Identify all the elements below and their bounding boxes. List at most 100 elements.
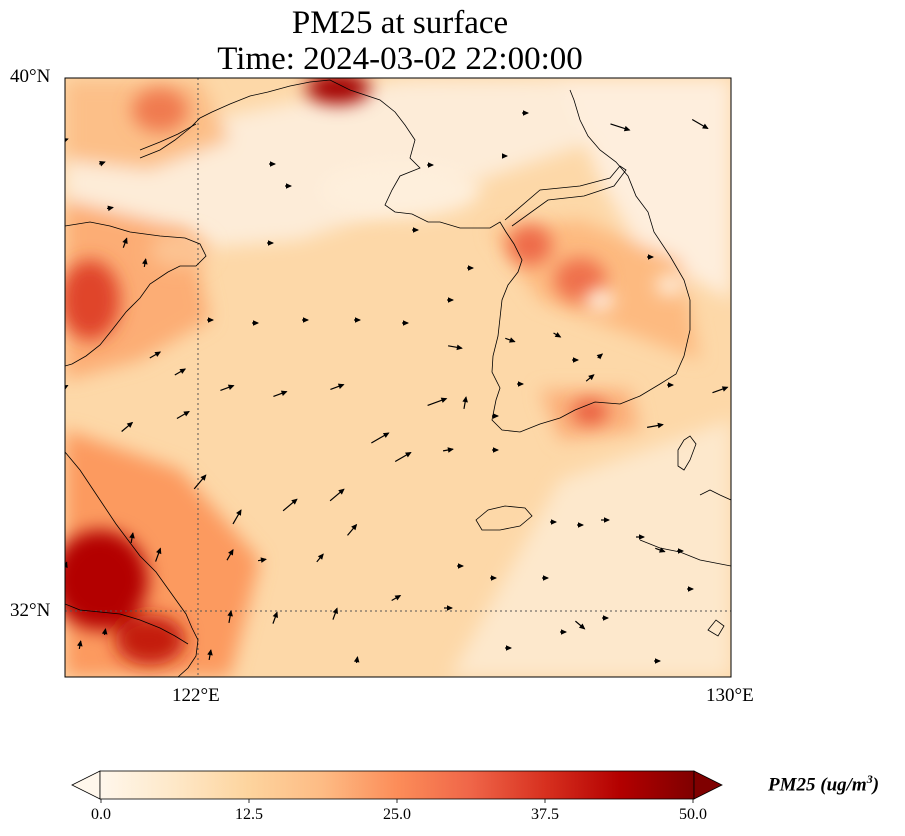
wind-arrow (129, 532, 135, 544)
coast-jiangsu (65, 451, 199, 677)
wind-arrow (354, 317, 361, 323)
hotspot-liaodong (132, 88, 188, 132)
wind-arrow (492, 447, 499, 453)
wind-arrow (122, 237, 128, 248)
wind-vectors (65, 110, 729, 664)
wind-arrow (106, 205, 114, 212)
wind-arrow (101, 628, 108, 636)
colorbar-label-prefix: PM25 (ug/m (768, 774, 867, 796)
wind-arrow (691, 118, 709, 130)
wind-arrow (667, 382, 674, 388)
wind-arrow (65, 384, 69, 390)
hotspot-shandong (65, 260, 120, 340)
wind-arrow (65, 561, 68, 569)
wind-arrow (636, 534, 645, 540)
wind-arrow (502, 153, 508, 159)
wind-arrow (442, 447, 454, 453)
wind-arrow (447, 297, 454, 303)
hotspot-dandong (306, 78, 370, 104)
wind-arrow (347, 523, 358, 536)
wind-arrow (462, 396, 468, 410)
wind-arrow (553, 332, 562, 338)
colorbar-ticks (100, 799, 694, 803)
wind-arrow (394, 451, 412, 463)
coast-tsushima (677, 435, 697, 471)
wind-arrow (412, 227, 419, 233)
hotspot-shanghai (115, 615, 185, 665)
wind-arrow (647, 254, 654, 260)
wind-arrow (332, 607, 338, 620)
wind-arrow (522, 110, 529, 116)
wind-arrow (550, 519, 557, 525)
wind-arrow (207, 317, 214, 323)
pm25-field (65, 78, 731, 677)
coastlines (65, 79, 731, 677)
border-korea (504, 165, 627, 227)
wind-arrow (142, 258, 148, 268)
wind-arrow (427, 162, 434, 168)
wind-arrow (252, 320, 259, 326)
coast-kyushu (699, 489, 731, 501)
coast-shandong (65, 221, 207, 367)
wind-arrow (444, 605, 453, 611)
wind-arrow (155, 547, 162, 562)
wind-arrow (330, 383, 345, 390)
wind-arrow (517, 381, 524, 387)
wind-arrow (282, 498, 298, 512)
wind-arrow (505, 645, 512, 651)
colorbar-tick-label: 0.0 (91, 806, 111, 823)
wind-arrow (193, 474, 207, 490)
coast-korea-china (139, 79, 691, 433)
clean-patch-3 (320, 162, 480, 218)
hotspot-busan (572, 400, 608, 424)
wind-arrow (273, 390, 288, 397)
wind-arrow (353, 656, 360, 664)
wind-arrow (121, 421, 134, 432)
lon-label-122e: 122°E (172, 685, 220, 706)
clean-air-north (560, 78, 731, 300)
wind-arrow (257, 557, 267, 563)
wind-arrow (226, 548, 234, 561)
wind-arrow (269, 161, 276, 167)
map-frame (64, 77, 732, 678)
wind-arrow (560, 629, 567, 635)
clean-patch-2 (656, 275, 684, 295)
wind-arrow (232, 509, 242, 525)
colorbar-label: PM25 (ug/m3) (768, 772, 879, 796)
colorbar-tick-label: 25.0 (383, 806, 411, 823)
wind-arrow (457, 563, 464, 569)
wind-arrow (655, 547, 666, 553)
wind-arrow (285, 183, 292, 189)
hotspot-jiangsu (65, 530, 148, 630)
coast-island (707, 619, 725, 637)
wind-arrow (575, 620, 586, 630)
wind-arrow (227, 610, 233, 624)
colorbar-tick-label: 37.5 (531, 806, 559, 823)
coast-liaodong (139, 123, 197, 151)
wind-arrow (402, 320, 409, 326)
wind-arrow (467, 265, 474, 271)
wind-arrow (677, 548, 684, 554)
colorbar-tick-label: 50.0 (679, 806, 707, 823)
colorbar-extend-max (693, 770, 723, 800)
lat-label-32n: 32°N (10, 600, 51, 621)
wind-arrow (492, 413, 499, 419)
map-time-subtitle: Time: 2024-03-02 22:00:00 (217, 41, 583, 77)
wind-arrow (687, 586, 694, 592)
lat-label-40n: 40°N (10, 66, 51, 87)
colorbar-label-sup: 3 (866, 772, 873, 786)
clean-air-south (450, 420, 731, 677)
wind-arrow (505, 337, 516, 343)
colorbar-tick-label: 12.5 (235, 806, 263, 823)
coast-jeju (475, 505, 533, 531)
wind-arrow (98, 161, 106, 167)
wind-arrow (302, 317, 309, 323)
wind-arrow (267, 240, 274, 246)
map-title: PM25 at surface (291, 5, 509, 41)
wind-arrow (712, 386, 729, 394)
wind-arrow (610, 123, 631, 132)
clean-patch-1 (586, 290, 614, 310)
wind-arrow (207, 649, 213, 661)
wind-arrow (601, 517, 610, 523)
